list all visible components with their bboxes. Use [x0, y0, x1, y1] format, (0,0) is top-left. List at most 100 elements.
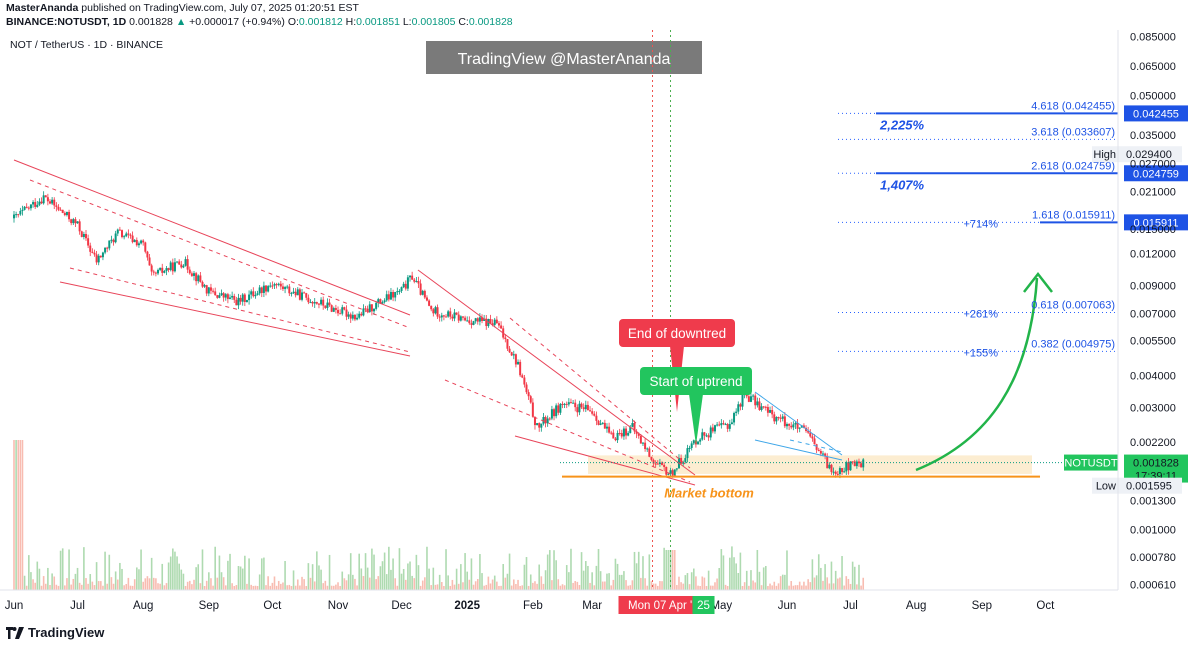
candle-body: [53, 199, 56, 206]
candle-body: [614, 438, 617, 441]
candle-body: [178, 261, 181, 265]
price-axis[interactable]: 0.085000 0.065000 0.050000 0.035000 0.027000…: [1117, 30, 1176, 591]
volume-bar: [339, 585, 341, 590]
fib-axis-value: 0.024759: [1133, 168, 1179, 180]
volume-bar: [735, 563, 737, 590]
candle-body: [783, 416, 786, 427]
last-price: 0.001828: [129, 16, 173, 28]
candle-body: [267, 286, 270, 292]
symbol[interactable]: BINANCE:NOTUSDT, 1D: [6, 16, 127, 28]
candle-body: [23, 206, 26, 210]
candle-body: [616, 432, 619, 441]
volume-bar: [15, 440, 17, 590]
start-uptrend-box: [640, 367, 752, 395]
candle-body: [197, 275, 200, 282]
candle-body: [159, 267, 162, 270]
candle-body: [512, 354, 515, 356]
volume-bar: [807, 579, 809, 590]
candle-body: [754, 395, 757, 406]
candle-body: [154, 272, 157, 274]
author[interactable]: MasterAnanda: [6, 2, 79, 14]
volume-bar: [53, 576, 56, 590]
candle-body: [360, 313, 363, 316]
wedge1-mid2: [69, 267, 411, 353]
candle-body: [332, 308, 335, 312]
percent-target: +714%: [963, 218, 998, 230]
candle-body: [419, 283, 422, 295]
volume-bar: [784, 574, 786, 590]
candle-body: [788, 424, 791, 426]
candle-body: [74, 219, 77, 224]
volume-bar: [426, 546, 428, 590]
percent-target: +261%: [963, 309, 998, 321]
candle-body: [288, 286, 291, 294]
volume-bar: [750, 570, 752, 590]
volume-bar: [659, 581, 661, 590]
volume-bar: [496, 581, 498, 590]
candle-body: [112, 239, 115, 243]
volume-bar: [534, 581, 536, 590]
volume-bar: [57, 585, 60, 590]
volume-bar: [47, 567, 49, 590]
candle-body: [347, 314, 350, 317]
time-axis[interactable]: JunJulAugSepOctNovDec2025FebMarAprMayJun…: [0, 589, 1118, 614]
volume-bar: [447, 575, 449, 590]
volume-bar: [544, 570, 547, 590]
candle-body: [779, 417, 782, 419]
volume-bar: [627, 585, 629, 590]
volume-bar: [394, 578, 396, 590]
candle-body: [222, 293, 225, 298]
volume-bar: [773, 581, 776, 590]
y-tick-label: 0.000780: [1130, 552, 1176, 564]
volume-bar: [345, 580, 348, 590]
x-tick-label: Aug: [906, 600, 926, 612]
candle-body: [555, 405, 558, 417]
candle-body: [542, 417, 545, 424]
volume-bar: [642, 556, 644, 590]
candle-body: [27, 207, 30, 209]
candle-body: [392, 291, 395, 298]
candle-body: [334, 308, 337, 310]
candle-body: [438, 316, 441, 318]
volume-bar: [116, 579, 119, 590]
candle-body: [671, 470, 674, 476]
tradingview-footer[interactable]: TradingView: [6, 625, 104, 640]
candle-body: [163, 271, 166, 273]
volume-bar: [464, 553, 466, 590]
candle-body: [123, 236, 126, 238]
candle-body: [605, 426, 608, 429]
y-tick-label: 0.050000: [1130, 90, 1176, 102]
candle-body: [519, 361, 522, 376]
price-chart[interactable]: NOT / TetherUS · 1D · BINANCE TradingView…: [0, 30, 1200, 622]
candle-body: [819, 451, 822, 454]
candle-body: [610, 432, 613, 434]
candle-body: [720, 423, 723, 426]
volume-bar: [205, 580, 208, 590]
volume-bar: [663, 547, 665, 590]
candle-body: [101, 252, 104, 258]
candle-body: [362, 308, 365, 316]
candle-body: [684, 458, 687, 462]
volume-bar: [676, 585, 678, 590]
volume-bar: [733, 557, 735, 590]
volume-bar: [106, 583, 108, 590]
candle-body: [442, 315, 445, 317]
candle-body: [756, 401, 759, 406]
x-tick-label: Jul: [843, 600, 858, 612]
candle-body: [421, 290, 424, 295]
candle-body: [843, 471, 846, 473]
candle-body: [402, 283, 405, 288]
candle-body: [557, 405, 560, 413]
candle-body: [218, 295, 221, 298]
candle-body: [413, 279, 416, 282]
volume-bar: [752, 580, 754, 590]
volume-bar: [64, 585, 66, 590]
candle-body: [830, 464, 833, 472]
volume-bar: [682, 583, 685, 590]
y-tick-label: 0.021000: [1130, 187, 1176, 199]
candle-body: [243, 294, 246, 302]
volume-bar: [515, 584, 517, 590]
candle-body: [258, 287, 261, 294]
x-tick-label: Dec: [391, 600, 412, 612]
candle-body: [627, 432, 630, 436]
